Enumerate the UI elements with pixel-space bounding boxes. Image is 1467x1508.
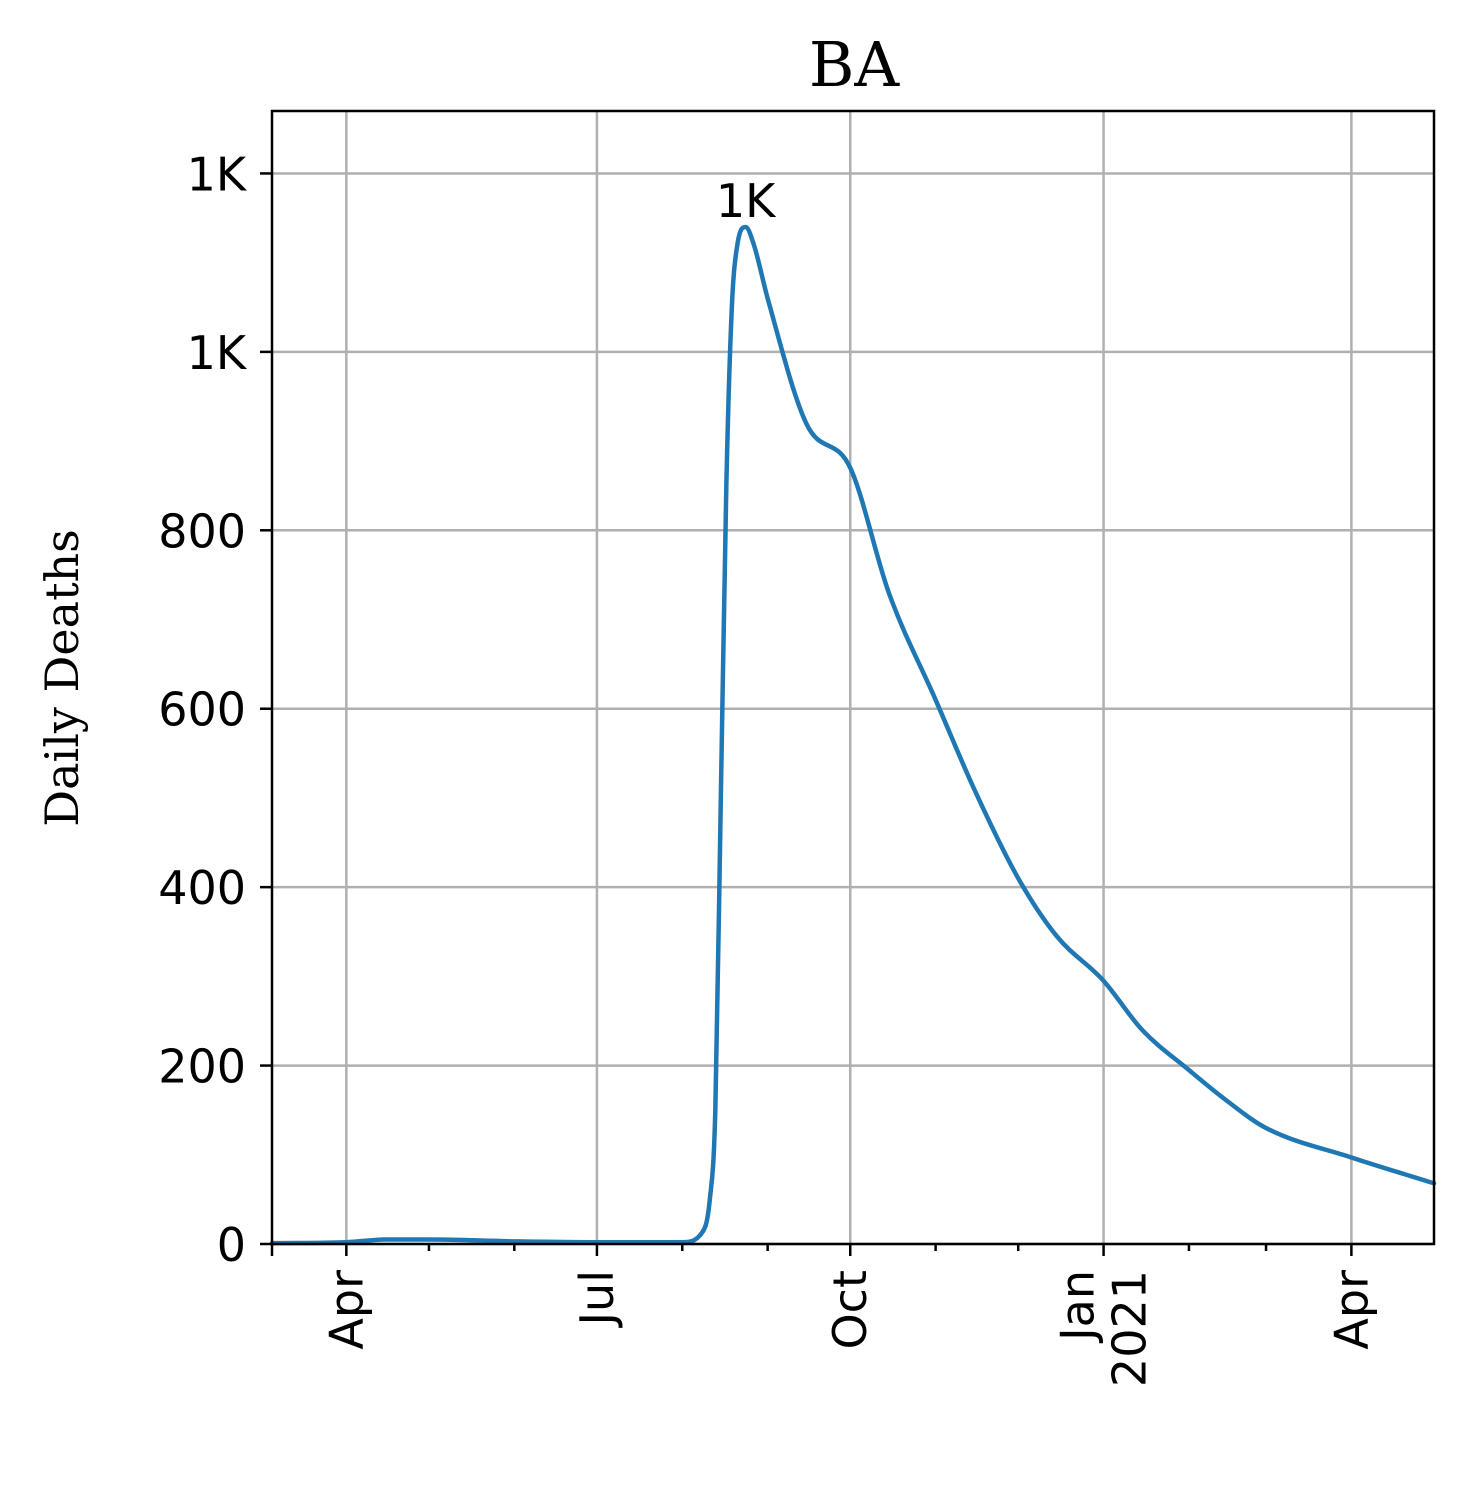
series-layer [269,224,1437,1246]
y-tick-label: 0 [217,1218,246,1272]
x-tick-label: Oct [823,1270,877,1350]
x-tick-label: Jan [1051,1270,1105,1344]
y-tick-label: 1K [187,326,248,380]
gridlines [272,111,1434,1246]
x-tick-label: Apr [319,1270,373,1350]
y-tick-label: 400 [158,861,246,915]
chart-title: BA [809,28,901,101]
y-tick-label: 200 [158,1040,246,1094]
peak-annotation: 1K [716,174,777,228]
y-tick-label: 800 [158,504,246,558]
x-tick-label: Apr [1324,1270,1378,1350]
series-line [269,224,1437,1246]
annotation-layer: 1K [716,174,777,228]
x-tick-label: 2021 [1103,1270,1157,1387]
plot-frame [270,109,1436,1246]
y-axis-label: Daily Deaths [35,529,89,827]
y-tick-label: 600 [158,683,246,737]
x-tick-label: Jul [570,1270,624,1329]
y-tick-label: 1K [187,147,248,201]
